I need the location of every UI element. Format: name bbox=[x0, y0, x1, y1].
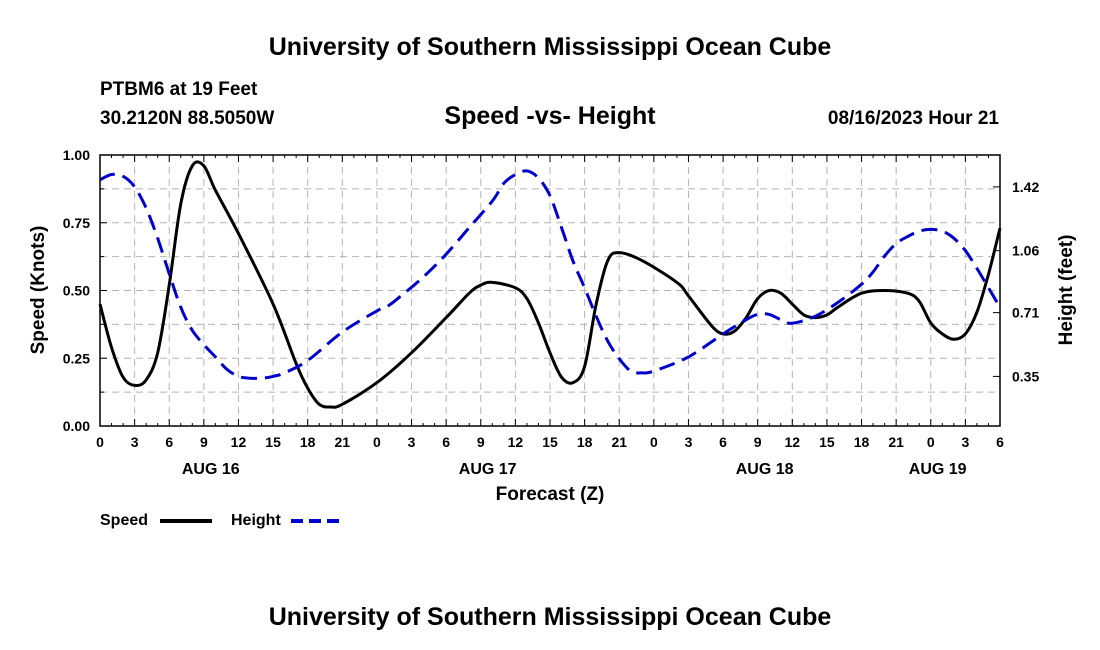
x-tick-label: 6 bbox=[719, 434, 727, 450]
y-left-tick-label: 0.75 bbox=[63, 215, 90, 231]
x-tick-label: 12 bbox=[231, 434, 247, 450]
series-group bbox=[98, 160, 1002, 409]
x-tick-label: 21 bbox=[335, 434, 351, 450]
x-tick-label: 18 bbox=[577, 434, 593, 450]
x-date-label: AUG 19 bbox=[909, 461, 967, 478]
x-date-label: AUG 18 bbox=[736, 461, 794, 478]
chart-header-title: University of Southern Mississippi Ocean… bbox=[269, 33, 832, 61]
x-tick-label: 21 bbox=[611, 434, 627, 450]
y-left-tick-label: 0.50 bbox=[63, 283, 90, 299]
y-right-tick-label: 1.42 bbox=[1012, 179, 1039, 195]
legend-height-label: Height bbox=[231, 512, 281, 529]
x-tick-label: 9 bbox=[477, 434, 485, 450]
y-left-tick-label: 1.00 bbox=[63, 147, 90, 163]
x-tick-label: 3 bbox=[685, 434, 693, 450]
series-line-speed bbox=[98, 160, 1002, 409]
x-tick-label: 0 bbox=[927, 434, 935, 450]
x-tick-label: 3 bbox=[131, 434, 139, 450]
series-line-height bbox=[99, 169, 1002, 380]
y-axis-left-label: Speed (Knots) bbox=[28, 226, 49, 355]
x-tick-label: 0 bbox=[650, 434, 658, 450]
y-left-tick-label: 0.25 bbox=[63, 350, 90, 366]
x-tick-label: 18 bbox=[300, 434, 316, 450]
y-axis-right-label: Height (feet) bbox=[1056, 235, 1077, 346]
y-right-tick-label: 0.35 bbox=[1012, 368, 1039, 384]
x-tick-label: 6 bbox=[442, 434, 450, 450]
x-tick-label: 3 bbox=[961, 434, 969, 450]
x-tick-label: 6 bbox=[996, 434, 1004, 450]
x-tick-label: 15 bbox=[819, 434, 835, 450]
axis-ticks: 0 3 6 9 12 15 18 21 0 3 6 9 12 15 18 21 0 3 6 9 12 15 18 21 0 3 6A… bbox=[63, 147, 1040, 478]
x-tick-label: 6 bbox=[165, 434, 173, 450]
x-tick-label: 3 bbox=[408, 434, 416, 450]
x-tick-label: 12 bbox=[785, 434, 801, 450]
x-axis-label: Forecast (Z) bbox=[496, 484, 605, 505]
x-date-label: AUG 17 bbox=[459, 461, 517, 478]
x-date-label: AUG 16 bbox=[182, 461, 240, 478]
legend-speed-label: Speed bbox=[100, 512, 148, 529]
footer-title: University of Southern Mississippi Ocean… bbox=[269, 603, 832, 631]
x-tick-label: 9 bbox=[754, 434, 762, 450]
x-tick-label: 0 bbox=[96, 434, 104, 450]
station-label: PTBM6 at 19 Feet bbox=[100, 79, 258, 100]
x-tick-label: 15 bbox=[265, 434, 281, 450]
x-tick-label: 21 bbox=[888, 434, 904, 450]
y-left-tick-label: 0.00 bbox=[63, 418, 90, 434]
x-tick-label: 18 bbox=[854, 434, 870, 450]
location-label: 30.2120N 88.5050W bbox=[100, 108, 274, 129]
x-tick-label: 12 bbox=[508, 434, 524, 450]
x-tick-label: 9 bbox=[200, 434, 208, 450]
x-tick-label: 0 bbox=[373, 434, 381, 450]
x-tick-label: 15 bbox=[542, 434, 558, 450]
y-right-tick-label: 1.06 bbox=[1012, 243, 1039, 259]
chart-title: Speed -vs- Height bbox=[444, 102, 656, 130]
y-right-tick-label: 0.71 bbox=[1012, 305, 1039, 321]
datetime-label: 08/16/2023 Hour 21 bbox=[828, 108, 1000, 129]
